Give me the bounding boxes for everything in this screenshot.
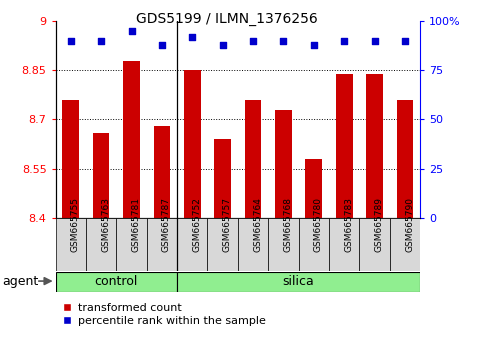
Text: GSM665783: GSM665783 [344, 197, 353, 252]
Bar [366, 74, 383, 218]
Text: silica: silica [283, 275, 314, 288]
Bar [329, 218, 359, 271]
Bar [86, 218, 116, 271]
Text: GSM665781: GSM665781 [131, 197, 141, 252]
Point [219, 42, 227, 48]
Point [97, 38, 105, 44]
Bar [177, 272, 420, 292]
Point [249, 38, 257, 44]
Text: GSM665768: GSM665768 [284, 197, 293, 252]
Bar [123, 61, 140, 218]
Bar [56, 218, 86, 271]
Point [310, 42, 318, 48]
Bar [208, 218, 238, 271]
Bar [298, 218, 329, 271]
Text: GSM665780: GSM665780 [314, 197, 323, 252]
Text: GSM665763: GSM665763 [101, 197, 110, 252]
Bar [397, 100, 413, 218]
Point [67, 38, 74, 44]
Bar [177, 218, 208, 271]
Text: GSM665752: GSM665752 [192, 197, 201, 252]
Point [341, 38, 348, 44]
Bar [359, 218, 390, 271]
Bar [62, 100, 79, 218]
Text: GSM665757: GSM665757 [223, 197, 232, 252]
Text: GDS5199 / ILMN_1376256: GDS5199 / ILMN_1376256 [136, 12, 318, 27]
Bar [245, 100, 261, 218]
Bar [154, 126, 170, 218]
Point [280, 38, 287, 44]
Text: GSM665755: GSM665755 [71, 197, 80, 252]
Legend: transformed count, percentile rank within the sample: transformed count, percentile rank withi… [61, 303, 266, 326]
Point [401, 38, 409, 44]
Point [188, 34, 196, 40]
Text: GSM665789: GSM665789 [375, 197, 384, 252]
Bar [93, 133, 110, 218]
Bar [390, 218, 420, 271]
Text: GSM665790: GSM665790 [405, 197, 414, 252]
Bar [275, 110, 292, 218]
Bar [336, 74, 353, 218]
Point [128, 28, 135, 34]
Bar [305, 159, 322, 218]
Text: agent: agent [2, 275, 39, 288]
Bar [184, 70, 200, 218]
Point [371, 38, 379, 44]
Bar [147, 218, 177, 271]
Bar [268, 218, 298, 271]
Text: GSM665787: GSM665787 [162, 197, 171, 252]
Bar [214, 139, 231, 218]
Bar [56, 272, 177, 292]
Point [158, 42, 166, 48]
Text: control: control [95, 275, 138, 288]
Text: GSM665764: GSM665764 [253, 197, 262, 252]
Bar [238, 218, 268, 271]
Bar [116, 218, 147, 271]
